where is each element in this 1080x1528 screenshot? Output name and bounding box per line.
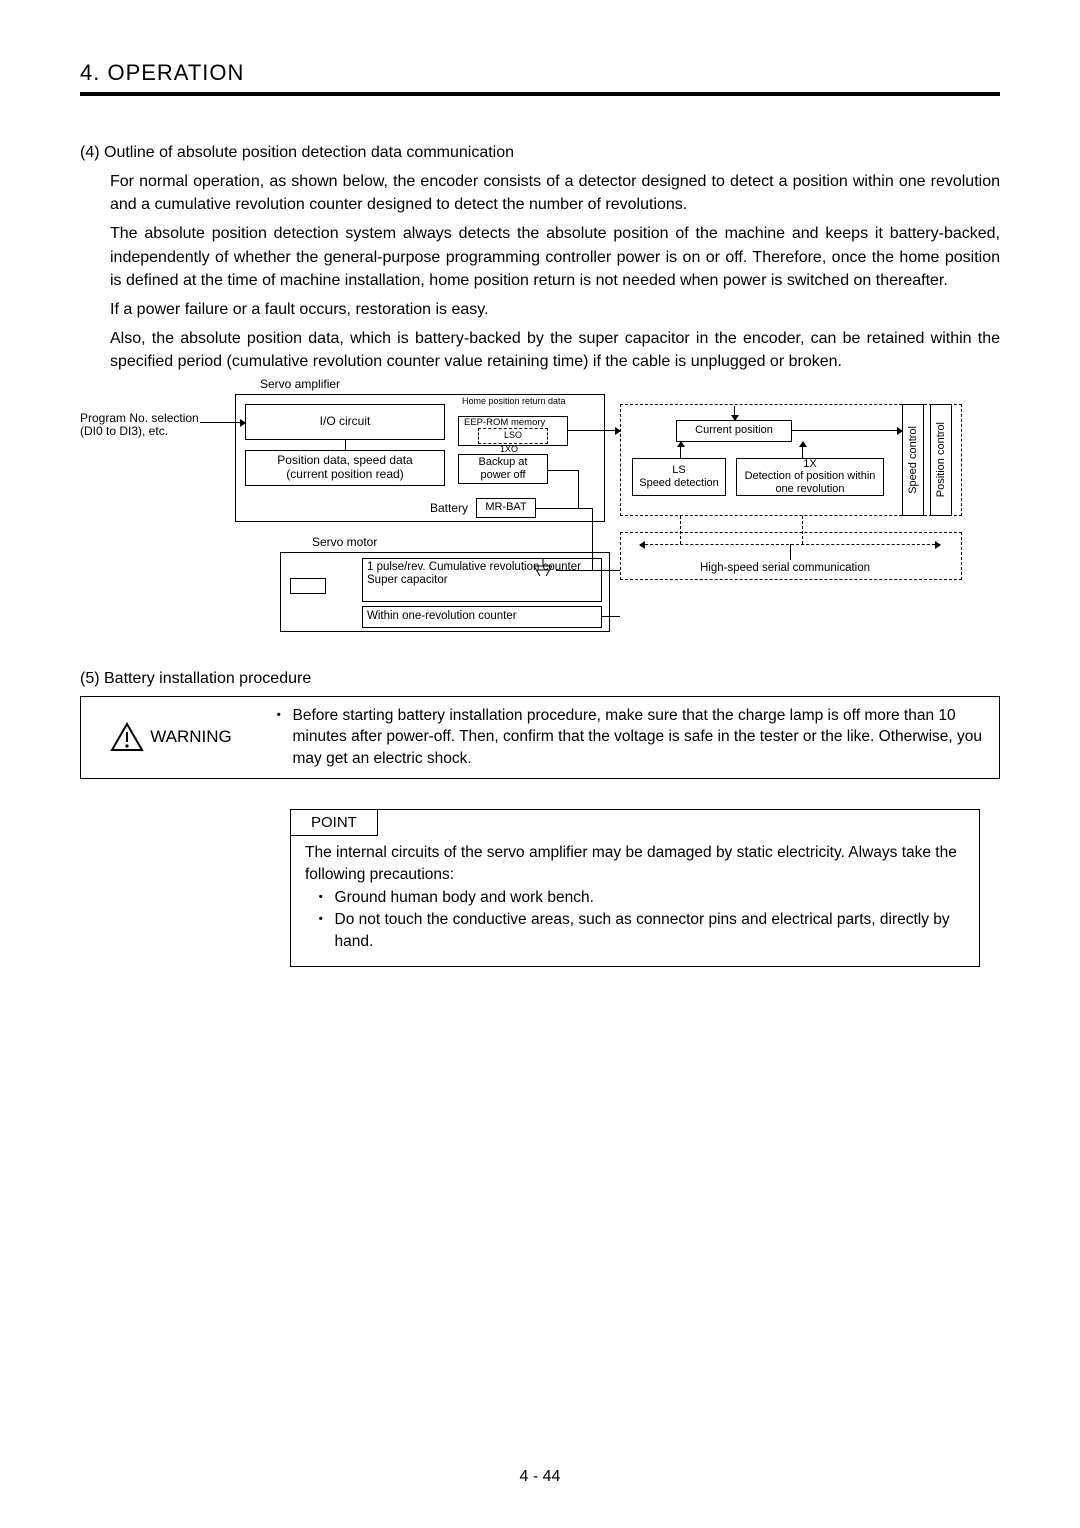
- lbl-program-sel: Program No. selection (DI0 to DI3), etc.: [80, 412, 199, 440]
- warning-box: WARNING ・ Before starting battery instal…: [80, 696, 1000, 779]
- point-tab: POINT: [291, 810, 378, 836]
- point-b2: Do not touch the conductive areas, such …: [335, 909, 965, 954]
- bullet-dot: ・: [313, 887, 329, 909]
- dash-1x-down: [802, 516, 803, 544]
- line-bat-stub: [578, 508, 592, 509]
- lbl-servo-motor: Servo motor: [312, 536, 377, 550]
- bullet-dot: ・: [271, 705, 287, 770]
- warning-left: WARNING: [81, 697, 261, 778]
- box-encoder-top: 1 pulse/rev. Cumulative revolution count…: [362, 558, 602, 602]
- lbl-lso: LSO: [504, 431, 522, 439]
- point-box: POINT The internal circuits of the servo…: [290, 809, 980, 967]
- warning-icon: [110, 722, 144, 752]
- block-diagram: Servo amplifier Program No. selection (D…: [80, 380, 1000, 640]
- point-intro: The internal circuits of the servo ampli…: [305, 842, 965, 887]
- conn-io-posdata: [345, 440, 346, 450]
- box-io: I/O circuit: [245, 404, 445, 440]
- box-ls: LS Speed detection: [632, 458, 726, 496]
- lbl-battery: Battery: [430, 502, 468, 516]
- box-posdata: Position data, speed data (current posit…: [245, 450, 445, 486]
- line-backup-out: [548, 470, 578, 471]
- line-mrbat-h: [536, 508, 578, 509]
- lbl-speed-ctrl: Speed control: [907, 426, 920, 494]
- lbl-speed-det: Speed detection: [639, 477, 719, 490]
- sec4-heading: (4) Outline of absolute position detecti…: [80, 144, 1000, 162]
- rule: [80, 92, 1000, 96]
- sec5-heading: (5) Battery installation procedure: [80, 670, 1000, 688]
- point-b1: Ground human body and work bench.: [335, 887, 594, 909]
- arrow-ls-up: [680, 442, 681, 458]
- arrow-into-current: [734, 406, 735, 420]
- warning-text: ・ Before starting battery installation p…: [261, 697, 999, 778]
- box-current-pos: Current position: [676, 420, 792, 442]
- sec4-p4: Also, the absolute position data, which …: [110, 327, 1000, 373]
- box-small-empty: [290, 578, 326, 594]
- lbl-servo-amp: Servo amplifier: [260, 378, 340, 392]
- bullet-dot: ・: [313, 909, 329, 954]
- lbl-super-cap: Super capacitor: [367, 574, 448, 587]
- lbl-home-return: Home position return data: [462, 397, 566, 406]
- arrow-1x-up: [802, 442, 803, 458]
- sec4-p3: If a power failure or a fault occurs, re…: [110, 298, 1000, 321]
- arrow-prog-io: [200, 422, 245, 423]
- sec4-p1: For normal operation, as shown below, th…: [110, 170, 1000, 216]
- point-body: The internal circuits of the servo ampli…: [291, 836, 979, 966]
- line-eep-right: [568, 430, 620, 431]
- line-bat-vert: [592, 508, 593, 570]
- arrow-cp-ctrl: [792, 430, 902, 431]
- lbl-hs-serial: High-speed serial communication: [700, 562, 870, 575]
- box-pos-ctrl: Position control: [930, 404, 952, 516]
- warning-text-body: Before starting battery installation pro…: [293, 705, 989, 770]
- box-speed-ctrl: Speed control: [902, 404, 924, 516]
- box-lso-1xo: LSO: [478, 428, 548, 444]
- section-title: 4. OPERATION: [80, 60, 1000, 86]
- page-number: 4 - 44: [0, 1468, 1080, 1486]
- lbl-hs-serial-text: High-speed serial communication: [700, 562, 870, 574]
- lbl-det-within: Detection of position within one revolut…: [741, 470, 879, 495]
- hs-pointer-v: [790, 544, 791, 560]
- box-backup: Backup at power off: [458, 454, 548, 484]
- line-enc-h1: [556, 570, 620, 571]
- warning-label: WARNING: [150, 727, 232, 747]
- lbl-1x: 1X: [803, 458, 816, 471]
- box-within-one: Within one-revolution counter: [362, 606, 602, 628]
- box-mrbat: MR-BAT: [476, 498, 536, 518]
- line-enc-h2: [602, 616, 620, 617]
- lbl-pos-ctrl: Position control: [935, 422, 948, 497]
- lbl-ls: LS: [672, 464, 685, 477]
- lbl-1xo: 1XO: [500, 444, 518, 454]
- dash-ls-down: [680, 516, 681, 544]
- sec4-p2: The absolute position detection system a…: [110, 222, 1000, 292]
- line-backup-down: [578, 470, 579, 508]
- box-1x: 1X Detection of position within one revo…: [736, 458, 884, 496]
- ground-icon: [530, 558, 556, 578]
